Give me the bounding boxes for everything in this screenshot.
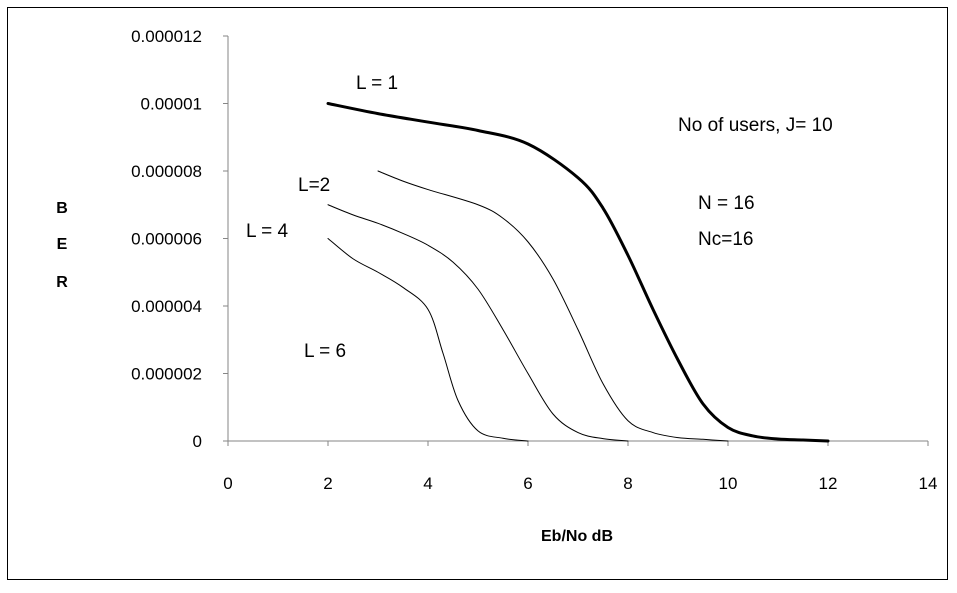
series-label-l1: L = 1 [356,73,398,94]
series-label-l6: L = 6 [304,341,346,362]
series-line-4 [327,238,529,442]
chart-border [7,7,948,580]
series-lines [326,102,830,443]
y-axis-title-letter-1: B [56,200,68,217]
x-tick-label: 12 [819,474,838,493]
x-axis-title: Eb/No dB [541,528,613,545]
x-tick-label: 8 [623,474,632,493]
x-ticks: 0 2 4 6 8 10 12 14 [223,441,937,493]
y-tick-label: 0.00001 [141,95,202,114]
series-line-3 [327,204,629,442]
x-tick-label: 2 [323,474,332,493]
y-tick-label: 0.000006 [131,230,202,249]
x-tick-label: 14 [919,474,938,493]
annotation-n: N = 16 [698,193,755,214]
y-tick-label: 0.000008 [131,162,202,181]
series-line-2 [377,170,729,442]
annotation-users: No of users, J= 10 [678,115,833,136]
x-tick-label: 0 [223,474,232,493]
y-tick-label: 0.000012 [131,27,202,46]
annotation-nc: Nc=16 [698,229,753,250]
y-axis-title-letter-3: R [56,274,68,291]
series-label-l4: L = 4 [246,221,289,242]
y-tick-label: 0.000004 [131,297,202,316]
x-tick-label: 6 [523,474,532,493]
series-line-1 [326,102,830,443]
y-tick-label: 0 [193,432,202,451]
y-tick-label: 0.000002 [131,365,202,384]
series-label-l2: L=2 [298,175,330,196]
y-ticks: 0 0.000002 0.000004 0.000006 0.000008 0.00001… [131,27,228,451]
x-tick-label: 4 [423,474,432,493]
x-tick-label: 10 [719,474,738,493]
y-axis-title-letter-2: E [57,236,68,253]
